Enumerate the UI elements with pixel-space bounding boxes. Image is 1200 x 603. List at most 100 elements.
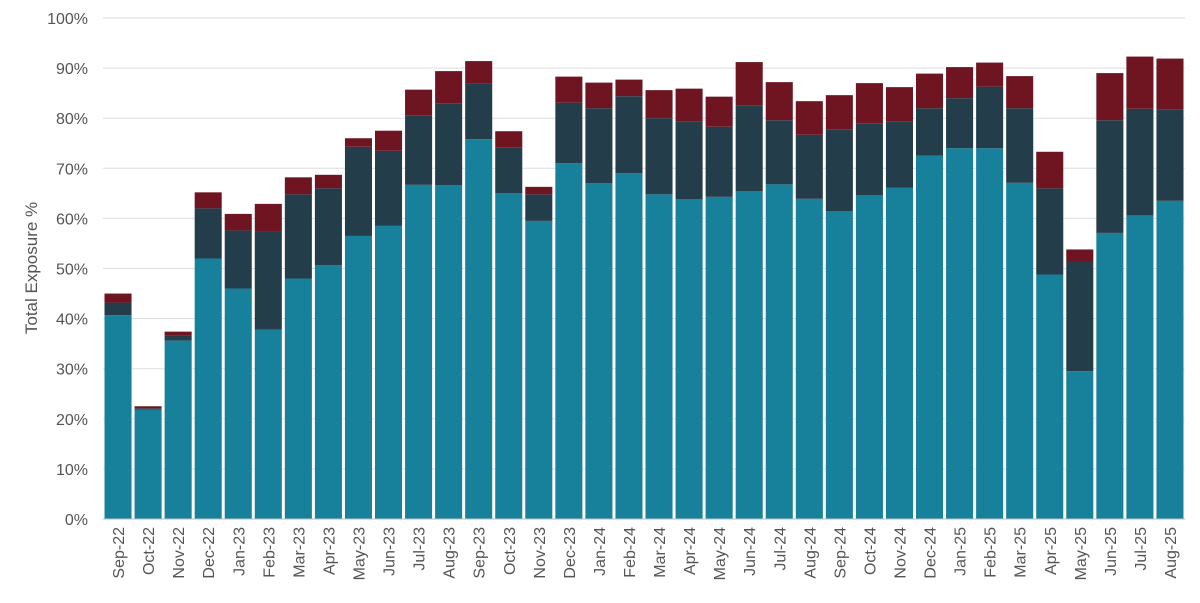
bar-segment-top: [1066, 249, 1094, 262]
bar-segment-bottom: [495, 193, 523, 519]
bar-segment-top: [705, 96, 733, 127]
bar-segment-middle: [405, 115, 433, 185]
bar-segment-top: [765, 82, 793, 121]
bar-segment-middle: [495, 147, 523, 194]
x-tick-label: Apr-25: [1043, 527, 1060, 575]
bar-segment-middle: [314, 188, 342, 265]
bar-segment-middle: [825, 129, 853, 212]
x-tick-label: Dec-22: [201, 527, 218, 579]
bar-segment-top: [795, 101, 823, 135]
x-tick-label: Nov-24: [892, 527, 909, 579]
x-tick-label: Aug-23: [442, 527, 459, 579]
x-tick-label: Aug-25: [1163, 527, 1180, 579]
x-tick-label: Sep-24: [832, 527, 849, 579]
bar-segment-bottom: [1006, 182, 1034, 519]
bar-segment-middle: [224, 230, 252, 289]
y-axis-tick-labels: 0% 10% 20% 30% 40% 50% 60% 70% 80% 90% 100%: [47, 11, 88, 529]
bar-segment-bottom: [765, 184, 793, 519]
bar-segment-top: [405, 89, 433, 116]
bar-segment-bottom: [164, 340, 192, 519]
x-tick-label: Jan-23: [231, 527, 248, 576]
bar-segment-top: [284, 177, 312, 195]
bar-segment-middle: [435, 103, 463, 186]
bar-segment-middle: [1066, 261, 1094, 372]
bar-segment-top: [495, 131, 523, 148]
y-tick-label: 20%: [56, 412, 88, 429]
bar-segment-bottom: [675, 199, 703, 520]
bar-segment-top: [525, 186, 553, 195]
y-tick-label: 90%: [56, 61, 88, 78]
bar-segment-top: [735, 62, 763, 106]
bar-segment-middle: [855, 123, 883, 196]
bar-segment-middle: [1156, 109, 1184, 201]
y-tick-label: 80%: [56, 111, 88, 128]
bar-segment-bottom: [645, 194, 673, 519]
bar-segment-middle: [765, 120, 793, 185]
bar-segment-top: [375, 130, 403, 151]
y-tick-label: 30%: [56, 362, 88, 379]
bar-segment-top: [224, 213, 252, 231]
bar-segment-bottom: [314, 264, 342, 519]
x-tick-label: Oct-23: [502, 527, 519, 575]
bar-segment-bottom: [735, 191, 763, 519]
bar-segment-middle: [1126, 108, 1154, 216]
bar-segment-top: [675, 88, 703, 122]
bar-segment-bottom: [976, 148, 1004, 519]
x-tick-label: Aug-24: [802, 527, 819, 579]
x-tick-label: Apr-24: [682, 527, 699, 575]
bar-segment-top: [254, 203, 282, 232]
bar-segment-middle: [134, 408, 162, 410]
bar-segment-bottom: [104, 315, 132, 519]
x-tick-label: Jun-23: [382, 527, 399, 576]
bar-segment-bottom: [1036, 274, 1064, 519]
bar-segment-bottom: [344, 235, 372, 519]
bar-segment-top: [344, 138, 372, 147]
bar-segment-middle: [946, 98, 974, 149]
bar-segment-top: [104, 293, 132, 303]
bar-segment-bottom: [435, 185, 463, 519]
bar-segment-top: [916, 73, 944, 109]
bar-segment-middle: [795, 134, 823, 199]
bar-segment-top: [555, 76, 583, 103]
x-tick-label: Mar-25: [1013, 527, 1030, 578]
bar-segment-top: [885, 87, 913, 122]
x-tick-label: May-25: [1073, 527, 1090, 580]
x-tick-label: May-23: [351, 527, 368, 580]
bar-segment-middle: [1096, 120, 1124, 233]
y-axis-title: Total Exposure %: [22, 202, 41, 334]
bar-segment-middle: [976, 86, 1004, 149]
y-tick-label: 0%: [65, 512, 88, 529]
bar-segment-middle: [525, 194, 553, 221]
x-tick-label: Nov-23: [532, 527, 549, 579]
bars: [104, 56, 1184, 520]
bar-segment-middle: [705, 126, 733, 197]
bar-segment-bottom: [254, 329, 282, 519]
bar-segment-top: [825, 95, 853, 130]
bar-segment-middle: [465, 83, 493, 140]
bar-segment-middle: [555, 102, 583, 164]
bar-segment-middle: [104, 302, 132, 316]
x-tick-label: Feb-25: [983, 527, 1000, 578]
x-tick-label: Feb-24: [622, 527, 639, 578]
bar-segment-top: [1096, 73, 1124, 121]
bar-segment-bottom: [465, 139, 493, 520]
bar-segment-bottom: [885, 187, 913, 519]
bar-segment-middle: [916, 108, 944, 156]
x-tick-label: Jan-25: [953, 527, 970, 576]
bar-segment-bottom: [1096, 232, 1124, 519]
bar-segment-top: [314, 174, 342, 189]
bar-segment-top: [435, 71, 463, 104]
x-tick-label: Jun-24: [742, 527, 759, 576]
bar-segment-middle: [194, 208, 222, 259]
bar-segment-middle: [735, 105, 763, 192]
x-tick-label: Jul-25: [1133, 527, 1150, 571]
bar-segment-bottom: [855, 195, 883, 519]
x-tick-label: Jul-24: [772, 527, 789, 571]
bar-segment-middle: [164, 335, 192, 341]
bar-segment-bottom: [1156, 200, 1184, 519]
bar-segment-bottom: [375, 225, 403, 520]
x-tick-label: Oct-22: [141, 527, 158, 575]
bar-segment-top: [1156, 58, 1184, 110]
x-axis-tick-labels: Sep-22 Oct-22 Nov-22 Dec-22 Jan-23 Feb-23 Mar-…: [111, 527, 1180, 580]
